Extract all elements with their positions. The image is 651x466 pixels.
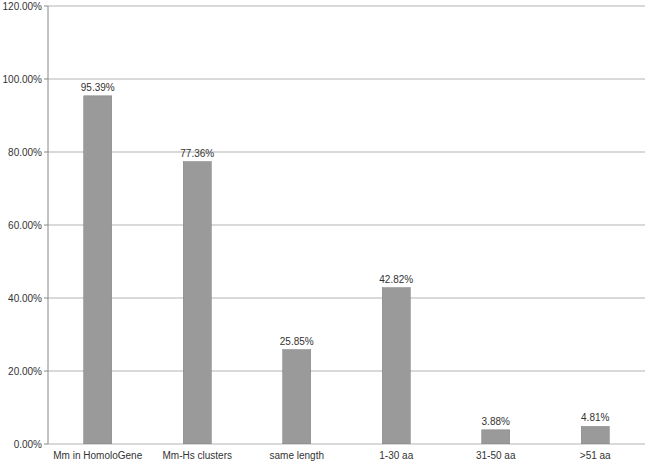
- bars: [84, 96, 610, 444]
- data-label: 95.39%: [81, 82, 115, 93]
- y-tick: [44, 79, 48, 80]
- y-tick-label: 100.00%: [3, 74, 43, 85]
- grid-line: [48, 298, 645, 299]
- bar: [482, 430, 510, 444]
- bar: [283, 350, 311, 444]
- grid-line: [48, 6, 645, 7]
- y-tick-label: 20.00%: [8, 366, 42, 377]
- x-tick-label: >51 aa: [580, 450, 611, 461]
- y-tick: [44, 298, 48, 299]
- y-tick: [44, 371, 48, 372]
- y-axis: 0.00% 20.00% 40.00% 60.00% 80.00% 100.00% 120.…: [3, 1, 645, 450]
- y-tick: [44, 444, 48, 445]
- bar: [581, 426, 609, 444]
- x-tick-label: same length: [270, 450, 324, 461]
- x-tick-label: 31-50 aa: [476, 450, 516, 461]
- grid-line: [48, 371, 645, 372]
- y-tick: [44, 225, 48, 226]
- bar: [84, 96, 112, 444]
- y-axis-line: [48, 6, 49, 444]
- y-tick: [44, 152, 48, 153]
- bar: [382, 288, 410, 444]
- grid-line: [48, 225, 645, 226]
- y-tick-label: 80.00%: [8, 147, 42, 158]
- y-tick-label: 0.00%: [14, 439, 42, 450]
- data-label: 4.81%: [581, 412, 609, 423]
- data-label: 25.85%: [280, 336, 314, 347]
- x-tick-label: Mm-Hs clusters: [163, 450, 232, 461]
- chart-svg: 0.00% 20.00% 40.00% 60.00% 80.00% 100.00% 120.…: [0, 0, 651, 466]
- y-tick-label: 60.00%: [8, 220, 42, 231]
- y-tick-label: 120.00%: [3, 1, 43, 12]
- data-label: 42.82%: [379, 274, 413, 285]
- grid-line: [48, 444, 645, 445]
- labels: 95.39% Mm in HomoloGene 77.36% Mm-Hs cluste…: [53, 82, 611, 461]
- grid-line: [48, 79, 645, 80]
- grid-line: [48, 152, 645, 153]
- x-tick-label: Mm in HomoloGene: [53, 450, 142, 461]
- x-tick-label: 1-30 aa: [379, 450, 413, 461]
- y-tick: [44, 6, 48, 7]
- y-tick-label: 40.00%: [8, 293, 42, 304]
- data-label: 77.36%: [180, 148, 214, 159]
- data-label: 3.88%: [482, 416, 510, 427]
- chart-container: 0.00% 20.00% 40.00% 60.00% 80.00% 100.00% 120.…: [0, 0, 651, 466]
- bar: [183, 162, 211, 444]
